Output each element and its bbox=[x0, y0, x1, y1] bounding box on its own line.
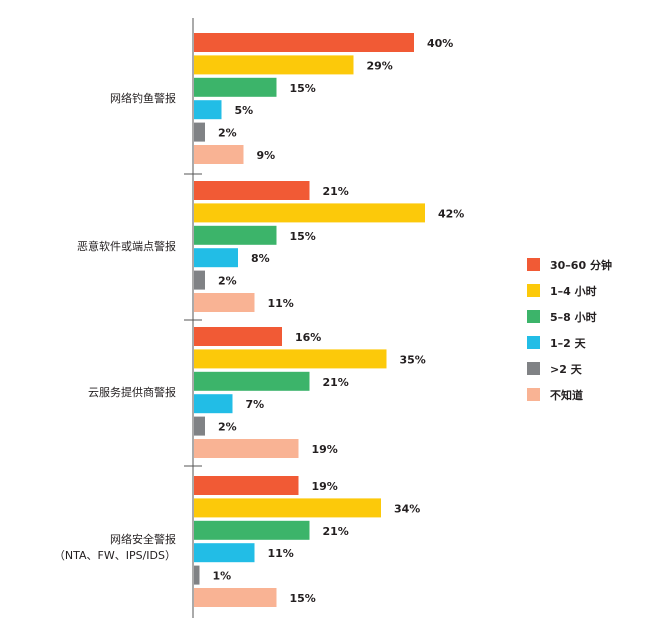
value-label: 7% bbox=[246, 398, 265, 411]
bar bbox=[194, 248, 238, 268]
value-label: 35% bbox=[400, 353, 426, 366]
category-label: 云服务提供商警报 bbox=[88, 385, 176, 399]
bar bbox=[194, 371, 310, 391]
legend-label: 5–8 小时 bbox=[550, 310, 597, 324]
bar bbox=[194, 498, 381, 518]
bar bbox=[194, 225, 277, 245]
value-label: 1% bbox=[213, 570, 232, 583]
value-label: 2% bbox=[218, 127, 237, 140]
category-label: 网络钓鱼警报 bbox=[110, 91, 176, 105]
legend-swatch bbox=[527, 284, 540, 297]
value-label: 19% bbox=[312, 480, 338, 493]
bar bbox=[194, 77, 277, 97]
legend-swatch bbox=[527, 258, 540, 271]
category-sublabel: （NTA、FW、IPS/IDS） bbox=[54, 549, 176, 562]
value-label: 8% bbox=[251, 252, 270, 265]
value-label: 21% bbox=[323, 525, 349, 538]
legend-swatch bbox=[527, 388, 540, 401]
bar bbox=[194, 122, 205, 142]
legend-swatch bbox=[527, 310, 540, 323]
legend-label: >2 天 bbox=[550, 363, 583, 376]
bar bbox=[194, 476, 299, 495]
bar bbox=[194, 349, 387, 369]
value-label: 21% bbox=[323, 185, 349, 198]
bar bbox=[194, 203, 425, 223]
value-label: 5% bbox=[235, 104, 254, 117]
value-label: 40% bbox=[427, 37, 453, 50]
legend-swatch bbox=[527, 362, 540, 375]
value-label: 15% bbox=[290, 230, 316, 243]
value-label: 15% bbox=[290, 592, 316, 605]
bar bbox=[194, 543, 255, 563]
bar bbox=[194, 394, 233, 414]
bar bbox=[194, 565, 200, 585]
value-label: 29% bbox=[367, 59, 393, 72]
category-label: 网络安全警报 bbox=[110, 532, 176, 546]
bar bbox=[194, 55, 354, 75]
legend-label: 不知道 bbox=[550, 388, 583, 402]
value-label: 2% bbox=[218, 421, 237, 434]
value-label: 2% bbox=[218, 275, 237, 288]
bar bbox=[194, 270, 205, 290]
bar bbox=[194, 327, 282, 346]
bar bbox=[194, 100, 222, 120]
bar bbox=[194, 293, 255, 312]
value-label: 21% bbox=[323, 376, 349, 389]
value-label: 15% bbox=[290, 82, 316, 95]
bar bbox=[194, 520, 310, 540]
legend-swatch bbox=[527, 336, 540, 349]
value-label: 11% bbox=[268, 297, 294, 310]
value-label: 16% bbox=[295, 331, 321, 344]
bar bbox=[194, 181, 310, 200]
legend-label: 1–2 天 bbox=[550, 337, 587, 350]
legend-label: 30–60 分钟 bbox=[550, 258, 612, 272]
value-label: 34% bbox=[394, 502, 420, 515]
value-label: 9% bbox=[257, 149, 276, 162]
bar bbox=[194, 588, 277, 607]
value-label: 42% bbox=[438, 207, 464, 220]
bar bbox=[194, 33, 414, 52]
value-label: 19% bbox=[312, 443, 338, 456]
legend-label: 1–4 小时 bbox=[550, 284, 597, 298]
bar bbox=[194, 416, 205, 436]
value-label: 11% bbox=[268, 547, 294, 560]
bar bbox=[194, 439, 299, 458]
bar bbox=[194, 145, 244, 164]
category-label: 恶意软件或端点警报 bbox=[77, 239, 176, 253]
